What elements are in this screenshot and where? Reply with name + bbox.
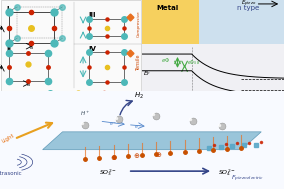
- Text: $\oplus$: $\oplus$: [110, 153, 117, 162]
- Text: $e^-$: $e^-$: [109, 121, 118, 129]
- Text: $E_{piezo}$: $E_{piezo}$: [241, 0, 256, 9]
- Text: Pb: Pb: [55, 91, 61, 96]
- Text: n type: n type: [237, 5, 260, 11]
- Text: O: O: [109, 91, 113, 96]
- Text: III: III: [88, 12, 95, 18]
- Polygon shape: [43, 132, 261, 150]
- FancyBboxPatch shape: [0, 91, 284, 189]
- Text: a: a: [27, 82, 30, 87]
- Text: II: II: [7, 47, 11, 53]
- Text: $\oplus$: $\oplus$: [133, 151, 140, 160]
- Text: $e\Phi_{SB}$: $e\Phi_{SB}$: [187, 58, 201, 67]
- Text: Semiconductor: Semiconductor: [218, 91, 265, 96]
- Text: $E_F$: $E_F$: [143, 69, 152, 78]
- Text: IV: IV: [88, 46, 96, 52]
- Text: Tensile: Tensile: [136, 55, 141, 71]
- Text: $\oplus$: $\oplus$: [155, 149, 163, 159]
- Text: Compressive: Compressive: [136, 10, 140, 37]
- Text: a: a: [30, 45, 33, 50]
- Text: $F_{piezoelectric}$: $F_{piezoelectric}$: [231, 174, 264, 184]
- Text: Ti: Ti: [84, 91, 88, 96]
- FancyBboxPatch shape: [142, 44, 284, 98]
- Text: $H_2$: $H_2$: [134, 91, 144, 101]
- FancyBboxPatch shape: [199, 0, 284, 44]
- Text: $e^-$: $e^-$: [133, 124, 142, 131]
- Text: Ultrasonic: Ultrasonic: [0, 171, 22, 176]
- Text: $SO_4^{2-}$: $SO_4^{2-}$: [218, 167, 236, 177]
- Text: $H^+$: $H^+$: [80, 109, 90, 118]
- FancyBboxPatch shape: [1, 1, 141, 98]
- FancyBboxPatch shape: [142, 0, 199, 44]
- Text: Metal: Metal: [156, 5, 179, 11]
- Text: $e\Phi$: $e\Phi$: [161, 56, 170, 64]
- Text: Light: Light: [1, 132, 16, 143]
- Text: I: I: [7, 6, 9, 12]
- Text: Metal: Metal: [154, 91, 172, 96]
- Text: $SO_3^{2-}$: $SO_3^{2-}$: [99, 167, 117, 177]
